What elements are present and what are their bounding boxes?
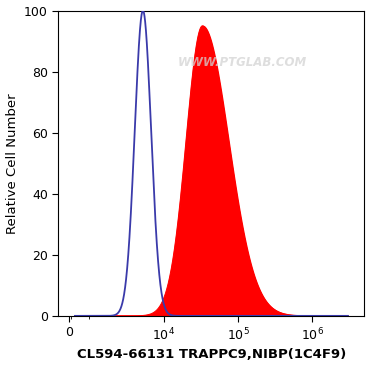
- Text: WWW.PTGLAB.COM: WWW.PTGLAB.COM: [177, 56, 307, 69]
- Y-axis label: Relative Cell Number: Relative Cell Number: [6, 93, 18, 233]
- X-axis label: CL594-66131 TRAPPC9,NIBP(1C4F9): CL594-66131 TRAPPC9,NIBP(1C4F9): [77, 348, 346, 361]
